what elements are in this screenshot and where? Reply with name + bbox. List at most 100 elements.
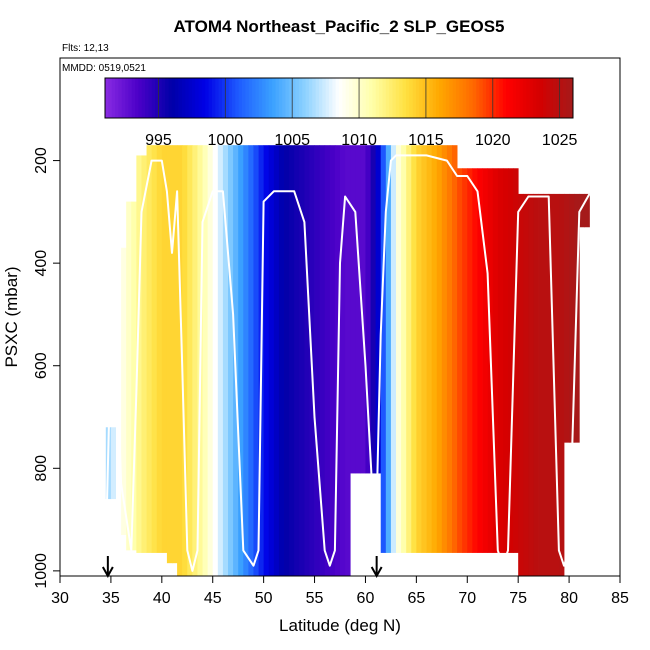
colorbar-segment [392,78,397,118]
colorbar-segment [188,78,193,118]
colorbar-segment [208,78,213,118]
heatmap-cell [314,145,321,576]
heatmap-cell [513,168,519,553]
colorbar-segment [252,78,256,118]
colorbar-segment [442,78,447,118]
colorbar-segment [449,78,454,118]
heatmap-cell [126,201,132,551]
heatmap-cell [141,155,147,553]
colorbar-segment [339,78,343,118]
colorbar-segment [155,78,159,118]
colorbar-segment [562,78,567,118]
colorbar-segment [255,78,260,118]
heatmap-cell [110,427,117,500]
colorbar-segment [349,78,353,118]
heatmap-cell [161,145,168,553]
colorbar-segment [352,78,357,118]
heatmap-cell [411,145,417,553]
heatmap-cell [375,145,382,474]
y-tick-label: 400 [33,250,50,277]
colorbar-segment [476,78,480,118]
colorbar-segment [245,78,250,118]
colorbar-segment [105,78,109,118]
heatmap-cell [136,155,142,553]
colorbar-segment [165,78,169,118]
heatmap-cell [217,145,224,576]
colorbar-segment [141,78,146,118]
heatmap-cell [340,145,346,576]
colorbar-segment [345,78,350,118]
colorbar-segment [459,78,464,118]
colorbar: 995 1000 1005 1010 1015 1020 1025 [104,77,578,149]
colorbar-segment [178,78,183,118]
colorbar-segment [262,78,266,118]
heatmap-cell [284,145,290,576]
heatmap-cell [365,145,371,474]
heatmap-cell [396,145,402,553]
colorbar-segment [486,78,490,118]
colorbar-segment [151,78,156,118]
heatmap-cell [416,145,422,553]
heatmap-cell [177,145,183,576]
colorbar-segment [385,78,390,118]
marker-arrow-head [101,566,114,579]
colorbar-segment [395,78,400,118]
colorbar-segment [375,78,380,118]
colorbar-segment [452,78,457,118]
heatmap-cell [324,145,331,576]
colorbar-segment [148,78,153,118]
heatmap-cell [207,145,214,576]
colorbar-segment [536,78,540,118]
colorbar-segment [108,78,113,118]
colorbar-segment [275,78,280,118]
heatmap-cell [370,145,377,474]
x-tick-label: 75 [509,590,527,607]
colorbar-segment [168,78,173,118]
colorbar-segment [405,78,410,118]
heatmap-cell [523,193,529,576]
heatmap-cell [406,145,412,553]
heatmap-cell [268,145,275,576]
colorbar-segment [285,78,290,118]
colorbar-segment [506,78,510,118]
heatmap-cell [192,145,198,576]
heatmap-cell [508,168,514,553]
colorbar-segment [128,78,133,118]
colorbar-segment [552,78,557,118]
colorbar-segment [315,78,320,118]
colorbar-tick-label: 1015 [408,132,444,149]
colorbar-segment [492,78,497,118]
colorbar-segment [235,78,240,118]
colorbar-segment [532,78,537,118]
colorbar-tick-label: 1010 [341,132,377,149]
heatmap-cell [518,193,524,576]
colorbar-segment [282,78,286,118]
colorbar-segment [325,78,330,118]
heatmap-cell [166,145,173,564]
colorbar-segment [355,78,360,118]
heatmap-cell [467,168,473,553]
x-tick-label: 35 [102,590,120,607]
colorbar-segment [379,78,383,118]
colorbar-segment [328,78,333,118]
colorbar-segment [265,78,270,118]
colorbar-segment [412,78,417,118]
flights-label: Flts: 12,13 [62,43,109,54]
heatmap-cell [548,193,555,576]
colorbar-segment [419,78,423,118]
heatmap-cell [502,168,509,553]
heatmap-cell [533,193,539,576]
colorbar-segment [469,78,474,118]
colorbar-segment [278,78,283,118]
heatmap-cell [345,145,351,576]
colorbar-segment [225,78,230,118]
colorbar-segment [201,78,206,118]
heatmap-cell [299,145,305,576]
heatmap-cell [131,201,137,551]
colorbar-segment [382,78,387,118]
colorbar-segment [502,78,507,118]
flight-track-layer [104,154,591,572]
heatmap-cell [482,168,489,553]
colorbar-segment [298,78,303,118]
